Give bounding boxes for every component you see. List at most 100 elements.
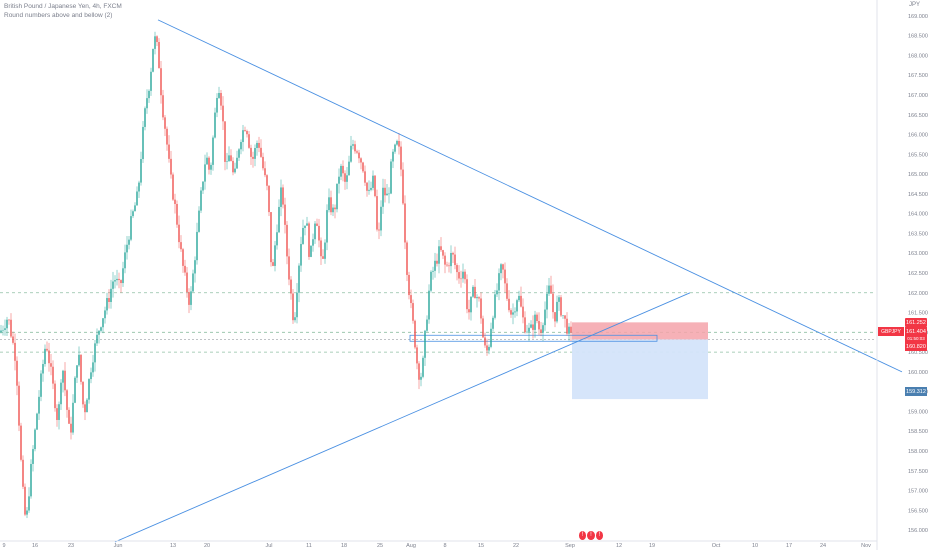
candle-body [292, 293, 294, 321]
candle-body [70, 423, 72, 433]
candle-body [502, 264, 504, 270]
candle-body [256, 142, 258, 149]
candle-body [260, 147, 262, 157]
upper-trendline [157, 19, 903, 373]
candle-body [282, 187, 284, 205]
candle-body [410, 295, 412, 304]
candle-body [198, 210, 200, 232]
candle-body [450, 252, 452, 267]
candle-body [524, 317, 526, 333]
y-tick-label: 167.000 [908, 93, 928, 99]
candle-body [128, 239, 130, 245]
countdown-label: 01:50:03 [905, 335, 927, 342]
candle-body [380, 206, 382, 231]
candle-body [360, 158, 362, 163]
candle-body [316, 223, 318, 226]
y-tick-label: 167.500 [908, 73, 928, 79]
candle-body [134, 205, 136, 212]
candle-body [152, 48, 154, 72]
candle-body [490, 328, 492, 347]
candle-body [14, 342, 16, 361]
candle-body [350, 145, 352, 162]
candle-body [124, 252, 126, 269]
candle-body [318, 225, 320, 241]
candle-body [558, 297, 560, 302]
candle-body [146, 98, 148, 109]
candle-body [188, 292, 190, 305]
event-icon[interactable]: ! [587, 530, 595, 540]
candle-body [302, 227, 304, 244]
target-price-label: 159.312 [905, 387, 927, 396]
candle-body [322, 256, 324, 259]
candle-body [546, 293, 548, 310]
candle-body [174, 199, 176, 204]
candle-body [494, 294, 496, 318]
currency-label: JPY [908, 2, 920, 8]
x-tick-label: Aug [406, 543, 416, 549]
candle-body [534, 314, 536, 330]
candle-body [90, 372, 92, 380]
candle-body [568, 326, 570, 334]
candle-body [58, 404, 60, 420]
candle-body [34, 429, 36, 450]
candle-body [348, 161, 350, 176]
event-icon[interactable]: ! [595, 530, 603, 540]
candle-body [478, 297, 480, 299]
candle-body [96, 334, 98, 344]
candle-body [170, 158, 172, 175]
entry-price-label: 160.820 [905, 342, 927, 351]
candle-body [506, 283, 508, 299]
candle-body [482, 318, 484, 338]
candle-body [414, 320, 416, 348]
candle-body [194, 260, 196, 274]
candle-body [464, 271, 466, 280]
events-icons[interactable]: ! ! ! [579, 530, 603, 540]
candle-body [252, 156, 254, 159]
event-icon[interactable]: ! [579, 530, 587, 540]
candle-body [72, 402, 74, 433]
candle-body [290, 279, 292, 294]
candle-body [224, 121, 226, 162]
candle-body [110, 288, 112, 302]
candle-body [74, 377, 76, 403]
y-tick-label: 165.500 [908, 152, 928, 158]
candle-body [176, 203, 178, 225]
x-tick-label: 23 [68, 543, 74, 549]
candle-body [234, 168, 236, 173]
y-tick-label: 162.000 [908, 291, 928, 297]
candle-body [86, 399, 88, 413]
y-tick-label: 168.500 [908, 34, 928, 40]
candle-body [452, 252, 454, 255]
candle-body [338, 176, 340, 184]
candle-body [126, 244, 128, 253]
candle-body [328, 197, 330, 211]
candle-body [388, 193, 390, 195]
candle-body [160, 68, 162, 96]
candle-body [444, 255, 446, 265]
candle-body [236, 157, 238, 169]
y-tick-label: 165.000 [908, 172, 928, 178]
candle-body [228, 155, 230, 162]
candle-body [384, 187, 386, 196]
candle-body [330, 197, 332, 213]
candle-body [212, 137, 214, 165]
candle-body [434, 260, 436, 271]
candle-body [240, 142, 242, 150]
candle-body [344, 173, 346, 182]
candle-body [266, 175, 268, 186]
candle-body [334, 207, 336, 210]
candle-body [294, 317, 296, 321]
candle-body [130, 216, 132, 240]
candle-body [308, 223, 310, 257]
candle-body [312, 239, 314, 246]
candle-body [36, 413, 38, 430]
candle-body [122, 268, 124, 284]
candle-body [406, 242, 408, 275]
candle-body [192, 273, 194, 292]
x-tick-label: 9 [2, 543, 5, 549]
candle-body [166, 128, 168, 145]
candle-body [530, 324, 532, 328]
candle-body [158, 42, 160, 69]
